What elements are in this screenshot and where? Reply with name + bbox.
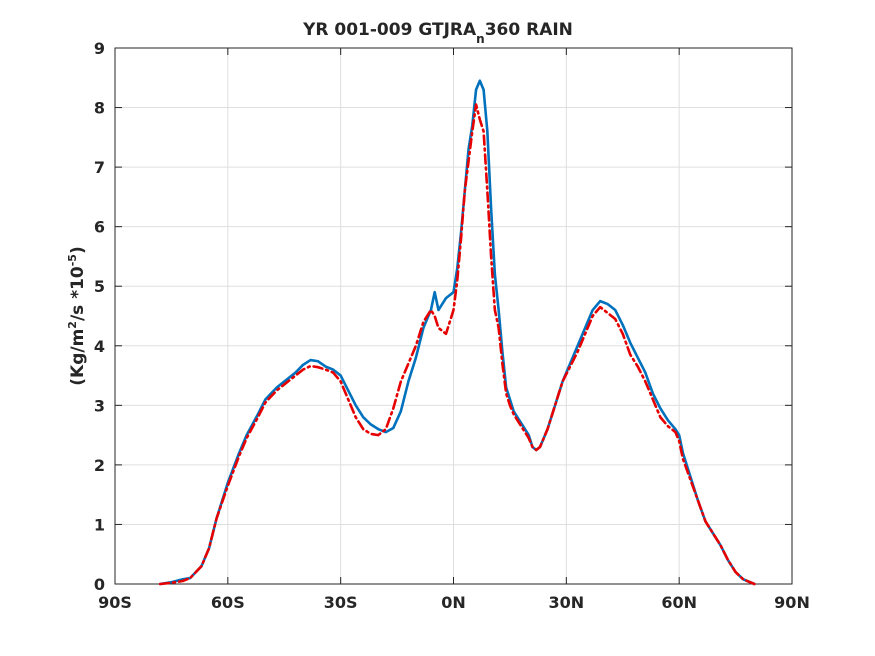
tick-marks <box>114 47 793 585</box>
series-line-1 <box>158 79 756 586</box>
chart-title: YR 001-009 GTJRAn360 RAIN <box>302 20 573 46</box>
y-tick-label: 9 <box>94 39 105 58</box>
y-tick-label: 5 <box>94 277 105 296</box>
y-axis-label-superscript1: 2 <box>66 321 79 329</box>
x-tick-labels: 90S 60S 30S 0N 30N 60N 90N <box>98 593 810 612</box>
y-tick-label: 0 <box>94 575 105 594</box>
series-layer <box>158 79 756 586</box>
y-tick-label: 4 <box>94 337 105 356</box>
y-axis-label-part3: ) <box>68 246 88 254</box>
y-axis-label-part2: /s *10 <box>68 266 88 321</box>
x-tick-label: 0N <box>441 593 466 612</box>
chart-title-tail: 360 RAIN <box>485 20 573 40</box>
y-tick-label: 6 <box>94 218 105 237</box>
x-tick-label: 30N <box>549 593 585 612</box>
x-tick-label: 90N <box>774 593 810 612</box>
y-axis-label: (Kg/m2/s *10-5) <box>66 246 88 386</box>
y-tick-labels: 0 1 2 3 4 5 6 7 8 9 <box>94 39 105 594</box>
y-axis-label-part1: (Kg/m <box>68 329 88 386</box>
y-tick-label: 8 <box>94 99 105 118</box>
x-tick-label: 30S <box>324 593 358 612</box>
y-tick-label: 7 <box>94 158 105 177</box>
y-axis-label-superscript2: -5 <box>66 254 79 266</box>
y-tick-label: 1 <box>94 515 105 534</box>
x-tick-label: 60N <box>661 593 697 612</box>
x-tick-label: 60S <box>211 593 245 612</box>
y-tick-label: 3 <box>94 396 105 415</box>
grid-lines <box>115 48 792 584</box>
chart-title-subscript: n <box>476 32 485 46</box>
series-line-2 <box>158 103 756 586</box>
y-tick-label: 2 <box>94 456 105 475</box>
x-tick-label: 90S <box>98 593 132 612</box>
chart-title-main: YR 001-009 GTJRA <box>302 20 477 40</box>
